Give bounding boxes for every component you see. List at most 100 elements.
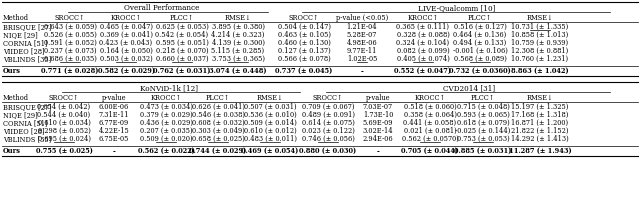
Text: 10.760 (± 1.231): 10.760 (± 1.231): [511, 55, 568, 63]
Text: PLCC↑: PLCC↑: [206, 94, 230, 102]
Text: SROCC↑: SROCC↑: [55, 14, 85, 22]
Text: 0.489 (± 0.091): 0.489 (± 0.091): [301, 111, 355, 119]
Text: 0.518 (± 0.060): 0.518 (± 0.060): [404, 103, 456, 111]
Text: Ours: Ours: [3, 147, 21, 155]
Text: -: -: [113, 147, 115, 155]
Text: p-value: p-value: [102, 94, 126, 102]
Text: 0.885 (± 0.031): 0.885 (± 0.031): [454, 147, 512, 155]
Text: RMSE↓: RMSE↓: [225, 14, 252, 22]
Text: 2.94E-06: 2.94E-06: [363, 135, 394, 143]
Text: 0.379 (± 0.029): 0.379 (± 0.029): [140, 111, 193, 119]
Text: PLCC↑: PLCC↑: [170, 14, 194, 22]
Text: 0.127 (± 0.137): 0.127 (± 0.137): [278, 47, 330, 55]
Text: 0.544 (± 0.040): 0.544 (± 0.040): [37, 111, 91, 119]
Text: 0.686 (± 0.035): 0.686 (± 0.035): [44, 55, 97, 63]
Text: 3.895 (± 0.380): 3.895 (± 0.380): [211, 23, 264, 31]
Text: VIIDEO [28]: VIIDEO [28]: [3, 47, 45, 55]
Text: p-value (<0.05): p-value (<0.05): [336, 14, 388, 22]
Text: PLCC↑: PLCC↑: [471, 94, 495, 102]
Text: NIQE [29]: NIQE [29]: [3, 31, 38, 39]
Text: 0.298 (± 0.052): 0.298 (± 0.052): [38, 127, 90, 135]
Text: 0.516 (± 0.127): 0.516 (± 0.127): [454, 23, 506, 31]
Text: 21.822 (± 1.152): 21.822 (± 1.152): [511, 127, 569, 135]
Text: VIIDEO [28]: VIIDEO [28]: [3, 127, 45, 135]
Text: 4.139 (± 0.300): 4.139 (± 0.300): [211, 39, 264, 47]
Text: 0.207 (± 0.035): 0.207 (± 0.035): [140, 127, 192, 135]
Text: 0.658 (± 0.025): 0.658 (± 0.025): [191, 135, 244, 143]
Text: SROCC↑: SROCC↑: [313, 94, 343, 102]
Text: 0.483 (± 0.011): 0.483 (± 0.011): [243, 135, 296, 143]
Text: 0.746 (± 0.056): 0.746 (± 0.056): [301, 135, 355, 143]
Text: 0.582 (± 0.029): 0.582 (± 0.029): [97, 67, 154, 75]
Text: 0.465 (± 0.047): 0.465 (± 0.047): [99, 23, 152, 31]
Text: -0.001 (± 0.106): -0.001 (± 0.106): [452, 47, 508, 55]
Text: 0.737 (± 0.045): 0.737 (± 0.045): [275, 67, 333, 75]
Text: 15.197 (± 1.325): 15.197 (± 1.325): [511, 103, 569, 111]
Text: 0.460 (± 0.130): 0.460 (± 0.130): [278, 39, 330, 47]
Text: 10.731 (± 1.335): 10.731 (± 1.335): [511, 23, 568, 31]
Text: KROCC↑: KROCC↑: [408, 14, 438, 22]
Text: KROCC↑: KROCC↑: [111, 14, 141, 22]
Text: 5.69E-09: 5.69E-09: [363, 119, 393, 127]
Text: 0.709 (± 0.067): 0.709 (± 0.067): [301, 103, 355, 111]
Text: 0.405 (± 0.074): 0.405 (± 0.074): [397, 55, 449, 63]
Text: 0.023 (± 0.122): 0.023 (± 0.122): [301, 127, 355, 135]
Text: 0.463 (± 0.105): 0.463 (± 0.105): [278, 31, 330, 39]
Text: 12.308 (± 0.881): 12.308 (± 0.881): [511, 47, 568, 55]
Text: 0.469 (± 0.054): 0.469 (± 0.054): [241, 147, 299, 155]
Text: 0.464 (± 0.136): 0.464 (± 0.136): [453, 31, 507, 39]
Text: 0.536 (± 0.010): 0.536 (± 0.010): [244, 111, 296, 119]
Text: 0.358 (± 0.064): 0.358 (± 0.064): [403, 111, 456, 119]
Text: CVD2014 [31]: CVD2014 [31]: [443, 84, 495, 92]
Text: 0.507 (± 0.031): 0.507 (± 0.031): [244, 103, 296, 111]
Text: 0.552 (± 0.047): 0.552 (± 0.047): [394, 67, 451, 75]
Text: VBLINDS [35]: VBLINDS [35]: [3, 55, 51, 63]
Text: 0.610 (± 0.034): 0.610 (± 0.034): [38, 119, 90, 127]
Text: 0.436 (± 0.029): 0.436 (± 0.029): [140, 119, 193, 127]
Text: -0.025 (± 0.144): -0.025 (± 0.144): [455, 127, 511, 135]
Text: 0.494 (± 0.133): 0.494 (± 0.133): [453, 39, 507, 47]
Text: 0.509 (± 0.014): 0.509 (± 0.014): [244, 119, 296, 127]
Text: 0.715 (± 0.048): 0.715 (± 0.048): [456, 103, 509, 111]
Text: 14.292 (± 1.413): 14.292 (± 1.413): [511, 135, 569, 143]
Text: 0.705 (± 0.044): 0.705 (± 0.044): [401, 147, 459, 155]
Text: 7.31E-11: 7.31E-11: [99, 111, 129, 119]
Text: 0.562 (± 0.022): 0.562 (± 0.022): [138, 147, 195, 155]
Text: 0.614 (± 0.075): 0.614 (± 0.075): [301, 119, 355, 127]
Text: 0.643 (± 0.059): 0.643 (± 0.059): [44, 23, 97, 31]
Text: 0.562 (± 0.0570): 0.562 (± 0.0570): [401, 135, 458, 143]
Text: 0.504 (± 0.147): 0.504 (± 0.147): [278, 23, 330, 31]
Text: LIVE-Qualcomm [10]: LIVE-Qualcomm [10]: [419, 4, 496, 12]
Text: 0.546 (± 0.038): 0.546 (± 0.038): [191, 111, 244, 119]
Text: 0.369 (± 0.041): 0.369 (± 0.041): [99, 31, 152, 39]
Text: 5.28E-07: 5.28E-07: [347, 31, 377, 39]
Text: 11.287 (± 1.943): 11.287 (± 1.943): [509, 147, 572, 155]
Text: Overall Performance: Overall Performance: [124, 4, 200, 12]
Text: 0.303 (± 0.049): 0.303 (± 0.049): [191, 127, 244, 135]
Text: 0.595 (± 0.051): 0.595 (± 0.051): [156, 39, 209, 47]
Text: Method: Method: [3, 14, 29, 22]
Text: 0.473 (± 0.034): 0.473 (± 0.034): [140, 103, 193, 111]
Text: BRISQUE [27]: BRISQUE [27]: [3, 23, 52, 31]
Text: 6.77E-09: 6.77E-09: [99, 119, 129, 127]
Text: 0.021 (± 0.081): 0.021 (± 0.081): [404, 127, 456, 135]
Text: Ours: Ours: [3, 67, 21, 75]
Text: 0.625 (± 0.053): 0.625 (± 0.053): [156, 23, 209, 31]
Text: 0.608 (± 0.032): 0.608 (± 0.032): [191, 119, 244, 127]
Text: CORNIA [51]: CORNIA [51]: [3, 119, 47, 127]
Text: Method: Method: [3, 94, 29, 102]
Text: VBLINDS [35]: VBLINDS [35]: [3, 135, 51, 143]
Text: RMSE↓: RMSE↓: [257, 94, 284, 102]
Text: 0.526 (± 0.055): 0.526 (± 0.055): [44, 31, 97, 39]
Text: KoNViD-1k [12]: KoNViD-1k [12]: [140, 84, 198, 92]
Text: 0.626 (± 0.041): 0.626 (± 0.041): [191, 103, 244, 111]
Text: 0.695 (± 0.024): 0.695 (± 0.024): [38, 135, 90, 143]
Text: 6.75E-05: 6.75E-05: [99, 135, 129, 143]
Text: 17.168 (± 1.318): 17.168 (± 1.318): [511, 111, 569, 119]
Text: 7.03E-07: 7.03E-07: [363, 103, 393, 111]
Text: 0.660 (± 0.037): 0.660 (± 0.037): [156, 55, 208, 63]
Text: 0.654 (± 0.042): 0.654 (± 0.042): [37, 103, 91, 111]
Text: CORNIA [51]: CORNIA [51]: [3, 39, 47, 47]
Text: 0.082 (± 0.099): 0.082 (± 0.099): [397, 47, 449, 55]
Text: 4.98E-06: 4.98E-06: [347, 39, 378, 47]
